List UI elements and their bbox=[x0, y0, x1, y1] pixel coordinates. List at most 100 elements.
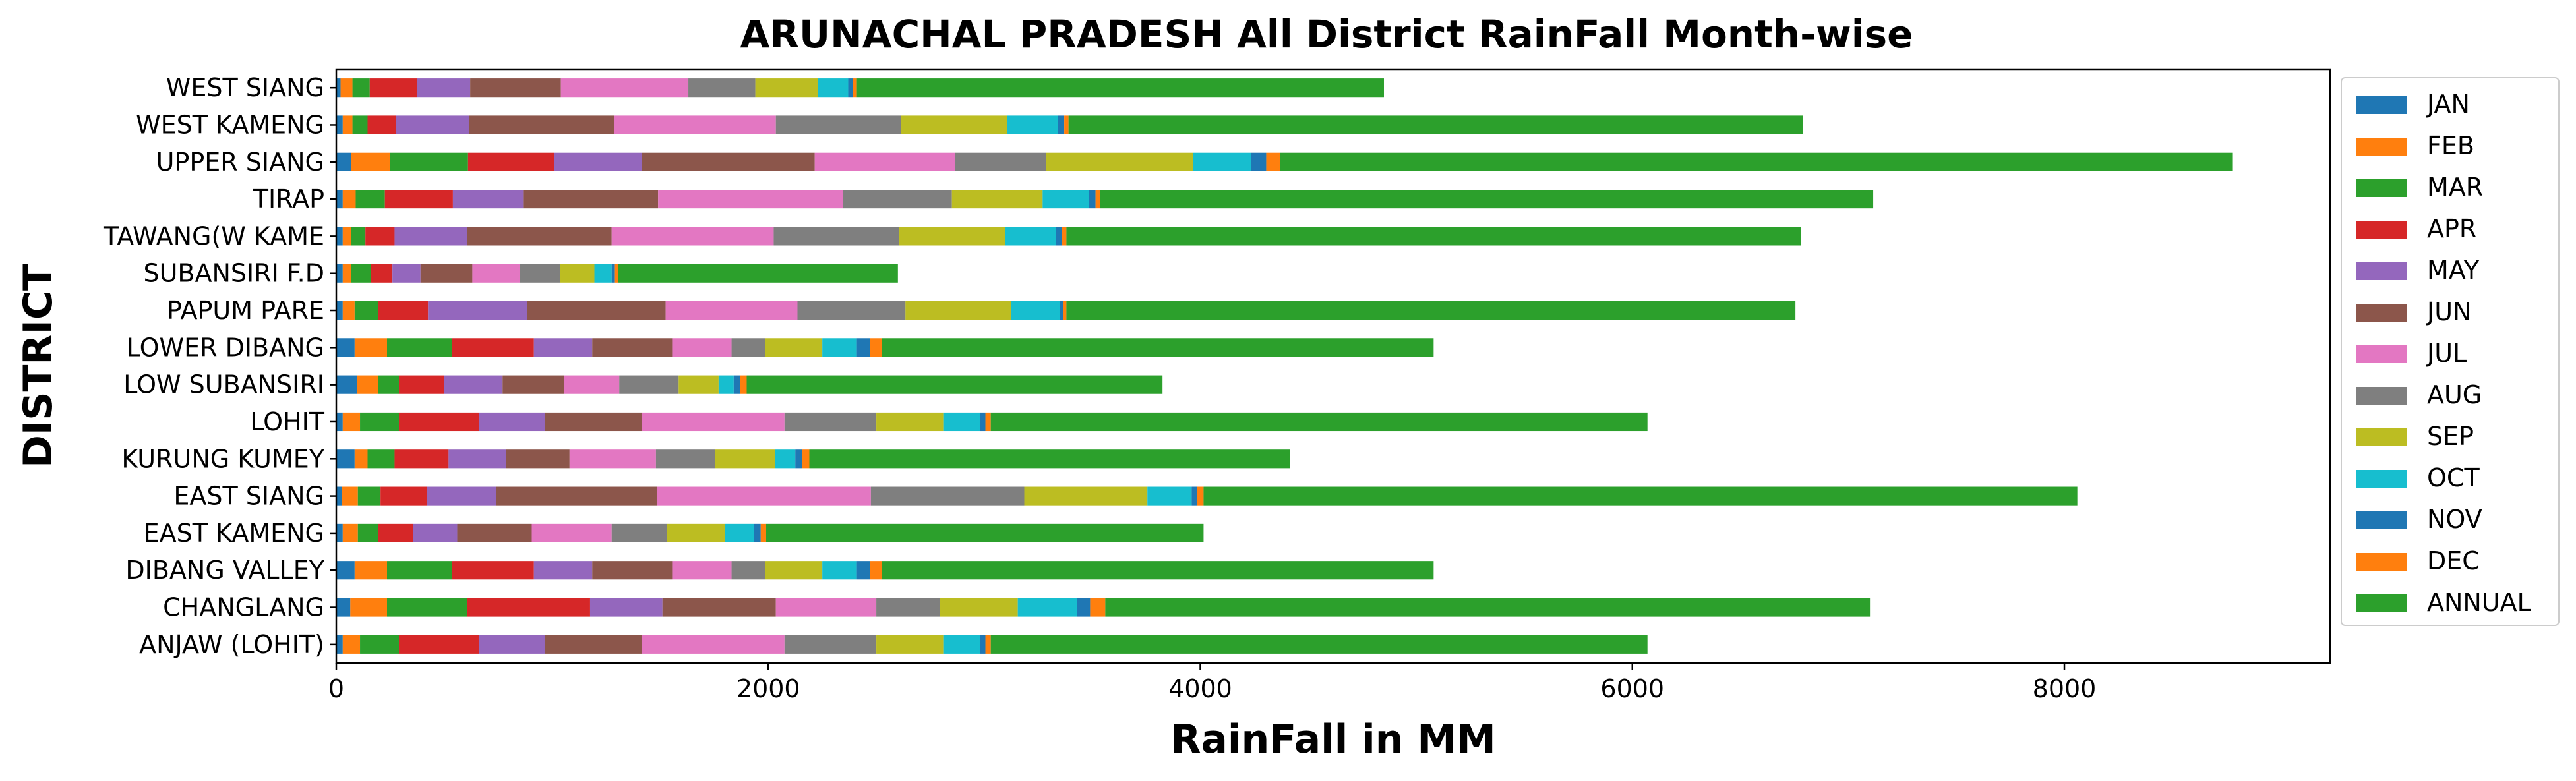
bar-segment bbox=[496, 486, 657, 506]
bar-segment bbox=[394, 227, 467, 246]
bar-segment bbox=[367, 449, 395, 469]
bar-segment bbox=[502, 375, 564, 394]
bar-segment bbox=[773, 227, 899, 246]
bar-segment bbox=[1055, 227, 1062, 246]
bar-segment bbox=[809, 449, 1290, 469]
bar-segment bbox=[667, 523, 725, 542]
bar-segment bbox=[355, 190, 385, 209]
bar-segment bbox=[619, 375, 679, 394]
bar-segment bbox=[1046, 152, 1193, 171]
legend-swatch bbox=[2356, 511, 2407, 529]
bar-segment bbox=[380, 486, 427, 506]
y-tick-label: LOW SUBANSIRI bbox=[123, 370, 324, 399]
bar-segment bbox=[614, 264, 618, 283]
bar-segment bbox=[614, 115, 776, 134]
bar-segment bbox=[1193, 152, 1251, 171]
bar-segment bbox=[350, 598, 387, 617]
bar-segment bbox=[523, 190, 659, 209]
bar-segment bbox=[336, 635, 343, 654]
bar-segment bbox=[420, 264, 473, 283]
bar-segment bbox=[775, 115, 901, 134]
bar-segment bbox=[336, 449, 355, 469]
bar-segment bbox=[360, 412, 400, 432]
bar-segment bbox=[342, 227, 351, 246]
bar-segment bbox=[384, 190, 453, 209]
bar-segment bbox=[657, 486, 871, 506]
bar-segment bbox=[467, 152, 554, 171]
bar-segment bbox=[901, 115, 1007, 134]
bar-segment bbox=[1095, 190, 1100, 209]
bar-segment bbox=[746, 375, 1163, 394]
bar-segment bbox=[760, 523, 766, 542]
bar-segment bbox=[1062, 227, 1067, 246]
bar-segment bbox=[396, 115, 469, 134]
bar-segment bbox=[1005, 227, 1056, 246]
bar-segment bbox=[342, 190, 356, 209]
bar-segment bbox=[357, 375, 378, 394]
bar-segment bbox=[754, 523, 761, 542]
bar-segment bbox=[594, 264, 612, 283]
bar-segment bbox=[533, 338, 593, 357]
bar-segment bbox=[560, 264, 595, 283]
bar-segment bbox=[765, 523, 1204, 542]
bars-group bbox=[336, 78, 2233, 654]
bar-segment bbox=[672, 561, 732, 580]
bar-segment bbox=[336, 264, 343, 283]
legend-swatch bbox=[2356, 262, 2407, 280]
x-tick-label: 8000 bbox=[2033, 674, 2097, 703]
bar-segment bbox=[545, 412, 642, 432]
y-tick-label: LOWER DIBANG bbox=[127, 333, 324, 362]
bar-segment bbox=[784, 412, 877, 432]
bar-segment bbox=[876, 635, 944, 654]
bar-segment bbox=[342, 635, 361, 654]
bar-segment bbox=[336, 486, 342, 506]
legend-swatch bbox=[2356, 387, 2407, 405]
bar-segment bbox=[899, 227, 1005, 246]
bar-segment bbox=[1007, 115, 1058, 134]
bar-segment bbox=[985, 412, 991, 432]
bar-segment bbox=[990, 635, 1648, 654]
bar-segment bbox=[452, 561, 534, 580]
bar-segment bbox=[336, 227, 343, 246]
bar-segment bbox=[1280, 152, 2233, 171]
bar-segment bbox=[472, 264, 520, 283]
bar-segment bbox=[818, 78, 849, 98]
bar-segment bbox=[427, 486, 496, 506]
bar-segment bbox=[856, 338, 870, 357]
y-tick-label: EAST SIANG bbox=[173, 482, 324, 511]
bar-segment bbox=[725, 523, 754, 542]
plot-frame bbox=[335, 68, 2331, 664]
bar-segment bbox=[665, 301, 798, 320]
bar-segment bbox=[1024, 486, 1148, 506]
legend-swatch bbox=[2356, 345, 2407, 363]
bar-segment bbox=[990, 412, 1648, 432]
x-axis-title: RainFall in MM bbox=[1170, 716, 1496, 763]
bar-segment bbox=[336, 598, 351, 617]
bar-segment bbox=[367, 115, 396, 134]
bar-segment bbox=[336, 301, 343, 320]
bar-segment bbox=[678, 375, 719, 394]
bar-segment bbox=[1068, 115, 1803, 134]
bar-segment bbox=[342, 486, 358, 506]
bar-segment bbox=[755, 78, 818, 98]
bar-segment bbox=[765, 561, 823, 580]
legend-label: ANNUAL bbox=[2427, 588, 2531, 617]
bar-segment bbox=[943, 635, 980, 654]
legend-label: JUL bbox=[2426, 339, 2467, 368]
legend-label: JAN bbox=[2426, 90, 2470, 119]
bar-segment bbox=[1011, 301, 1060, 320]
bar-segment bbox=[390, 152, 468, 171]
bar-segment bbox=[378, 375, 400, 394]
bar-segment bbox=[618, 264, 898, 283]
bar-segment bbox=[342, 523, 358, 542]
bar-segment bbox=[336, 561, 355, 580]
bar-segment bbox=[452, 338, 534, 357]
bar-segment bbox=[797, 301, 906, 320]
y-tick-label: KURUNG KUMEY bbox=[121, 444, 324, 473]
bar-segment bbox=[856, 78, 1384, 98]
legend-label: MAR bbox=[2427, 173, 2483, 202]
bar-segment bbox=[870, 486, 1025, 506]
bar-segment bbox=[1017, 598, 1077, 617]
bar-segment bbox=[658, 190, 843, 209]
bar-segment bbox=[386, 598, 467, 617]
